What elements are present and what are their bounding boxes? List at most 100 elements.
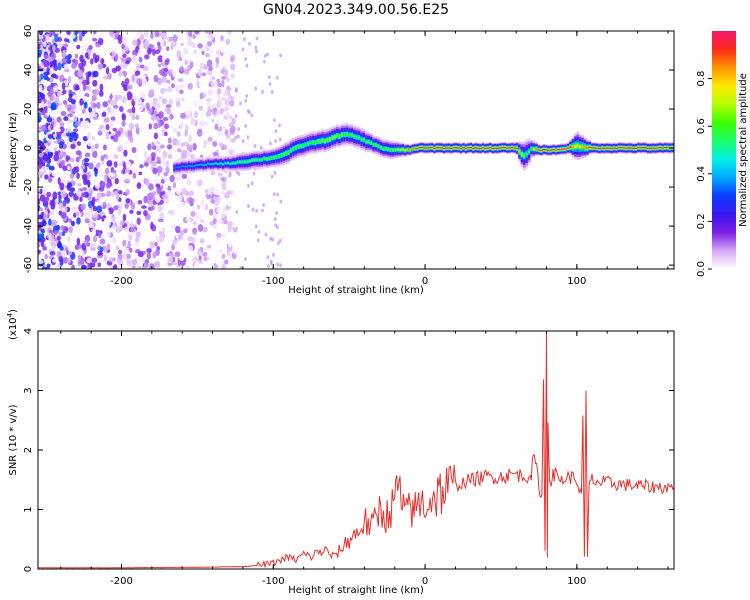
spectrogram-noise-cell <box>134 58 138 66</box>
spectrogram-noise-cell <box>164 131 168 137</box>
spectrogram-ridge-cell <box>425 147 429 149</box>
spectrogram-ridge-cell <box>474 147 478 149</box>
spectrogram-noise-cell <box>225 205 232 211</box>
spectrogram-noise-cell <box>57 235 61 241</box>
spectrogram-noise-cell <box>252 171 256 176</box>
spectrogram-noise-cell <box>162 117 169 122</box>
spectrogram-noise-cell <box>228 176 234 183</box>
spectrogram-ridge-cell <box>258 158 261 161</box>
spectrogram-noise-cell <box>101 127 107 134</box>
spectrogram-noise-cell <box>227 92 232 97</box>
spectrogram-noise-cell <box>276 192 280 197</box>
spectrogram-noise-cell <box>76 44 81 50</box>
spectrogram-noise-cell <box>207 106 211 112</box>
colorbar-tick-label: 0.8 <box>696 71 707 87</box>
spectrogram-noise-cell <box>143 195 148 204</box>
spectrogram-ridge-cell <box>253 158 257 161</box>
spectrogram-ridge-cell <box>608 147 611 149</box>
spectrogram-noise-cell <box>141 205 147 209</box>
spectrogram-ridge-cell <box>632 147 635 150</box>
spectrogram-noise-cell <box>243 37 246 42</box>
spectrogram-ridge-cell <box>234 162 237 165</box>
spectrogram-noise-cell <box>92 79 98 87</box>
spectrogram-noise-cell <box>135 114 140 120</box>
spectrogram-noise-cell <box>166 79 171 84</box>
spectrogram-noise-cell <box>255 36 259 41</box>
spectrogram-noise-cell <box>57 177 61 185</box>
spectrogram-noise-cell <box>172 53 177 60</box>
spectrogram-noise-cell <box>183 68 190 75</box>
spectrogram-noise-cell <box>54 229 58 236</box>
spectrogram-noise-cell <box>270 174 274 179</box>
spectrogram-noise-cell <box>275 75 279 80</box>
spectrogram-noise-cell <box>212 72 218 78</box>
spectrogram-noise-cell <box>41 237 46 243</box>
spectrogram-ridge-cell <box>272 156 276 159</box>
spectrogram-noise-cell <box>50 102 57 111</box>
spectrogram-noise-cell <box>87 179 91 188</box>
spectrogram-noise-cell <box>148 123 152 130</box>
spectrogram-noise-cell <box>199 92 204 100</box>
spectrogram-noise-cell <box>165 104 172 109</box>
spectrogram-noise-cell <box>198 80 204 88</box>
spectrogram-noise-cell <box>136 217 142 225</box>
spectrogram-noise-cell <box>96 192 102 199</box>
spectrogram-noise-cell <box>38 84 43 92</box>
spectrogram-ridge-cell <box>200 163 203 166</box>
spectrogram-noise-cell <box>268 81 272 86</box>
spectrogram-ridge-cell <box>600 147 604 149</box>
spectrogram-noise-cell <box>110 190 115 198</box>
spectrogram-noise-cell <box>109 99 116 106</box>
spectrogram-noise-cell <box>53 225 59 231</box>
spectrogram-y-tick-label: 40 <box>23 64 34 77</box>
spectrogram-noise-cell <box>121 120 126 127</box>
spectrogram-noise-cell <box>125 188 130 196</box>
spectrogram-noise-cell <box>197 224 204 232</box>
spectrogram-ridge-cell <box>270 156 274 159</box>
spectrogram-noise-cell <box>115 65 122 72</box>
spectrogram-ridge-cell <box>447 147 451 149</box>
spectrogram-noise-cell <box>58 143 64 149</box>
spectrogram-noise-cell <box>192 142 197 151</box>
spectrogram-ridge-cell <box>248 160 252 163</box>
spectrogram-noise-cell <box>73 136 78 141</box>
spectrogram-noise-cell <box>254 224 258 229</box>
spectrogram-noise-cell <box>125 60 130 65</box>
spectrogram-noise-cell <box>172 147 177 154</box>
spectrogram-noise-cell <box>136 182 142 190</box>
spectrogram-ridge-cell <box>226 162 230 164</box>
spectrogram-noise-cell <box>96 101 101 109</box>
spectrogram-noise-cell <box>67 258 71 264</box>
spectrogram-noise-cell <box>159 144 165 149</box>
spectrogram-noise-cell <box>47 151 54 157</box>
spectrogram-noise-cell <box>188 38 192 46</box>
spectrogram-noise-cell <box>75 150 82 156</box>
spectrogram-noise-cell <box>226 190 232 195</box>
spectrogram-noise-cell <box>125 198 131 204</box>
spectrogram-noise-cell <box>224 66 230 70</box>
spectrogram-noise-cell <box>92 150 98 159</box>
spectrogram-noise-cell <box>158 111 164 119</box>
spectrogram-ridge-cell <box>612 147 616 149</box>
spectrogram-noise-cell <box>273 170 277 175</box>
spectrogram-noise-cell <box>84 218 90 224</box>
spectrogram-ridge-cell <box>178 166 181 169</box>
spectrogram-ridge-cell <box>574 145 577 148</box>
spectrogram-noise-cell <box>201 72 207 77</box>
spectrogram-ridge-cell <box>355 135 359 139</box>
spectrogram-noise-cell <box>171 243 175 251</box>
spectrogram-ridge-cell <box>620 147 623 149</box>
spectrogram-noise-cell <box>193 31 200 35</box>
spectrogram-noise-cell <box>226 77 230 83</box>
spectrogram-noise-cell <box>267 264 270 269</box>
spectrogram-ridge-cell <box>309 141 312 145</box>
spectrogram-noise-cell <box>39 168 45 173</box>
spectrogram-noise-cell <box>162 88 168 93</box>
spectrogram-noise-cell <box>127 108 133 114</box>
spectrogram-noise-cell <box>76 182 82 187</box>
spectrogram-noise-cell <box>206 69 213 76</box>
spectrogram-noise-cell <box>47 232 52 240</box>
spectrogram-noise-cell <box>49 165 55 171</box>
spectrogram-noise-cell <box>102 205 106 210</box>
